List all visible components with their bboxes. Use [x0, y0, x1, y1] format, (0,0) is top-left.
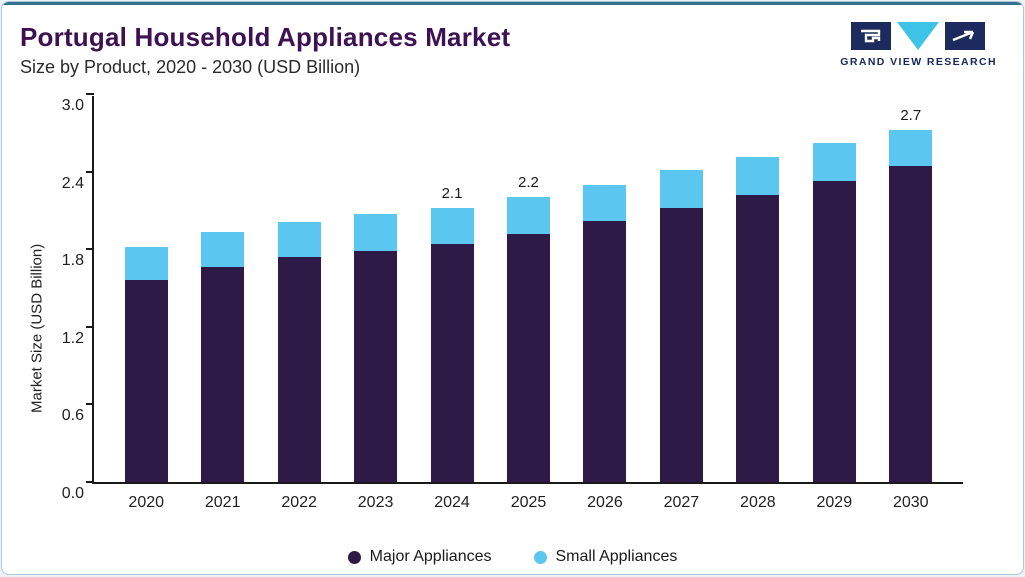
y-tick-mark — [86, 481, 94, 483]
x-tick-label: 2020 — [128, 494, 165, 511]
segment-major-appliances[interactable] — [124, 280, 168, 482]
x-tick-label: 2026 — [587, 494, 623, 511]
segment-major-appliances[interactable] — [506, 233, 550, 482]
legend-dot-icon — [533, 550, 547, 564]
bar-2030[interactable]: 2.7 2030 — [889, 96, 933, 511]
bar-2026[interactable]: 2026 — [583, 96, 627, 511]
segment-small-appliances[interactable] — [889, 130, 933, 167]
segment-major-appliances[interactable] — [277, 256, 321, 482]
x-tick-label: 2029 — [816, 494, 853, 511]
legend-item-small-appliances[interactable]: Small Appliances — [533, 548, 678, 566]
y-tick-mark — [86, 403, 94, 406]
bar-value-label: 2.1 — [441, 184, 463, 202]
segment-small-appliances[interactable] — [354, 214, 398, 251]
y-tick-mark — [86, 93, 94, 95]
bar-2028[interactable]: 2028 — [736, 96, 780, 511]
x-tick-label: 2021 — [204, 494, 241, 511]
y-tick-label: 3.0 — [61, 97, 84, 114]
logo-text: GRAND VIEW RESEARCH — [840, 56, 997, 68]
bar-2022[interactable]: 2022 — [277, 96, 321, 511]
segment-major-appliances[interactable] — [583, 220, 627, 482]
segment-major-appliances[interactable] — [659, 207, 703, 482]
segment-small-appliances[interactable] — [277, 222, 321, 257]
bar-2025[interactable]: 2.2 2025 — [506, 96, 550, 511]
bar-value-label: 2.7 — [900, 107, 922, 125]
y-tick-label: 2.4 — [61, 174, 84, 192]
bar-2020[interactable]: 2020 — [124, 96, 168, 511]
bar-2027[interactable]: 2027 — [659, 96, 703, 511]
page-subtitle: Size by Product, 2020 - 2030 (USD Billio… — [20, 57, 361, 77]
y-tick-label: 0.6 — [61, 407, 84, 425]
x-tick-label: 2024 — [434, 494, 470, 511]
page-title: Portugal Household Appliances Market — [20, 22, 511, 52]
chart-legend: Major Appliances Small Appliances — [2, 548, 1023, 566]
bar-value-label: 2.2 — [518, 174, 539, 192]
segment-small-appliances[interactable] — [430, 207, 474, 245]
legend-item-major-appliances[interactable]: Major Appliances — [347, 548, 492, 566]
x-tick-label: 2025 — [510, 494, 547, 511]
x-tick-label: 2023 — [357, 494, 394, 511]
segment-major-appliances[interactable] — [736, 194, 780, 482]
header: Portugal Household Appliances Market Siz… — [2, 2, 1023, 78]
logo-mark-icon — [850, 22, 985, 50]
stacked-bar-chart: Market Size (USD Billion) 0.0 0.6 1.2 1.8 2.… — [24, 88, 963, 511]
segment-major-appliances[interactable] — [430, 244, 474, 482]
segment-major-appliances[interactable] — [889, 166, 933, 482]
x-tick-label: 2028 — [740, 494, 776, 511]
segment-small-appliances[interactable] — [659, 170, 703, 208]
y-tick-mark — [86, 248, 94, 251]
plot-area: 2020 2021 2022 2023 2.1 2024 2.2 2025 2026 2027 20… — [86, 93, 963, 511]
y-tick-label: 1.2 — [61, 329, 84, 347]
segment-small-appliances[interactable] — [583, 184, 627, 221]
segment-major-appliances[interactable] — [812, 180, 856, 482]
title-block: Portugal Household Appliances Market Siz… — [20, 22, 510, 78]
segment-small-appliances[interactable] — [124, 246, 168, 281]
y-tick-label: 1.8 — [61, 252, 84, 270]
x-tick-label: 2030 — [892, 494, 929, 511]
legend-label: Major Appliances — [369, 548, 492, 565]
top-accent-bar — [2, 2, 1023, 5]
y-tick-mark — [86, 325, 94, 328]
bar-2021[interactable]: 2021 — [201, 96, 245, 511]
segment-small-appliances[interactable] — [812, 143, 856, 181]
grand-view-research-logo: GRAND VIEW RESEARCH — [840, 22, 997, 68]
segment-small-appliances[interactable] — [736, 157, 780, 195]
bar-2024[interactable]: 2.1 2024 — [430, 96, 474, 511]
x-tick-label: 2027 — [663, 494, 700, 511]
segment-major-appliances[interactable] — [201, 267, 245, 482]
y-tick-label: 0.0 — [61, 485, 84, 502]
bar-2023[interactable]: 2023 — [354, 96, 398, 511]
segment-major-appliances[interactable] — [354, 250, 398, 482]
y-axis-title: Market Size (USD Billion) — [28, 243, 46, 413]
legend-dot-icon — [347, 550, 361, 564]
y-axis-tick-labels: 0.0 0.6 1.2 1.8 2.4 3.0 — [50, 88, 92, 508]
y-tick-mark — [86, 170, 94, 173]
segment-small-appliances[interactable] — [506, 197, 550, 234]
x-tick-label: 2022 — [281, 494, 317, 511]
segment-small-appliances[interactable] — [201, 232, 245, 268]
bar-2029[interactable]: 2029 — [812, 96, 856, 511]
legend-label: Small Appliances — [555, 548, 678, 565]
